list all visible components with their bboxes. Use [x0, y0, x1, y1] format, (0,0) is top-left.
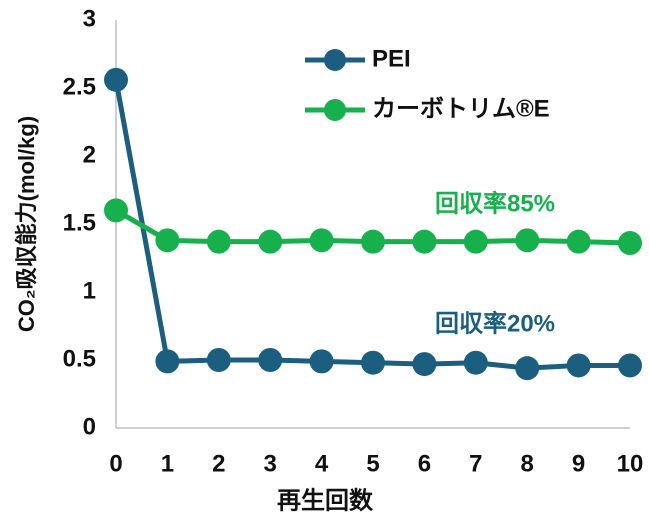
- x-tick-label: 9: [572, 450, 585, 477]
- point: [206, 348, 231, 372]
- point: [412, 229, 437, 254]
- point: [258, 348, 283, 372]
- point: [515, 356, 540, 381]
- point: [618, 353, 642, 378]
- y-tick-label: 0.5: [63, 345, 96, 372]
- y-tick-label: 0: [83, 413, 96, 440]
- point: [463, 350, 488, 375]
- point: [309, 228, 334, 253]
- point: [155, 228, 180, 253]
- x-tick-label: 8: [521, 450, 534, 477]
- point: [412, 352, 437, 377]
- y-tick-label: 2.5: [63, 73, 96, 100]
- x-tick-label: 1: [161, 450, 174, 477]
- point: [104, 198, 128, 223]
- point: [155, 349, 180, 374]
- x-tick-label: 2: [212, 450, 225, 477]
- y-tick-label: 1.5: [63, 209, 96, 236]
- x-tick-label: 6: [418, 450, 431, 477]
- point: [566, 229, 591, 254]
- y-tick-label: 2: [83, 141, 96, 168]
- point: [361, 229, 385, 254]
- point: [463, 229, 488, 254]
- x-tick-label: 5: [366, 450, 379, 477]
- x-tick-label: 0: [109, 450, 122, 477]
- x-tick-label: 4: [315, 450, 329, 477]
- x-tick-label: 3: [264, 450, 277, 477]
- legend-label: カーボトリム®E: [372, 95, 550, 122]
- point: [309, 349, 334, 374]
- legend-marker: [324, 49, 346, 71]
- y-axis-label: CO₂吸収能力(mol/kg): [14, 116, 39, 332]
- y-tick-label: 1: [83, 277, 96, 304]
- point: [361, 350, 385, 375]
- y-tick-label: 3: [83, 5, 96, 32]
- point: [104, 67, 128, 92]
- x-tick-label: 7: [469, 450, 482, 477]
- legend-marker: [324, 99, 346, 121]
- point: [258, 229, 283, 254]
- point: [566, 353, 591, 378]
- point: [618, 231, 642, 256]
- x-tick-label: 10: [617, 450, 644, 477]
- x-axis-label: 再生回数: [277, 487, 374, 514]
- legend-label: PEI: [372, 45, 411, 72]
- annotation: 回収率85%: [435, 189, 555, 217]
- point: [206, 229, 231, 254]
- point: [515, 228, 540, 253]
- annotation: 回収率20%: [435, 309, 555, 337]
